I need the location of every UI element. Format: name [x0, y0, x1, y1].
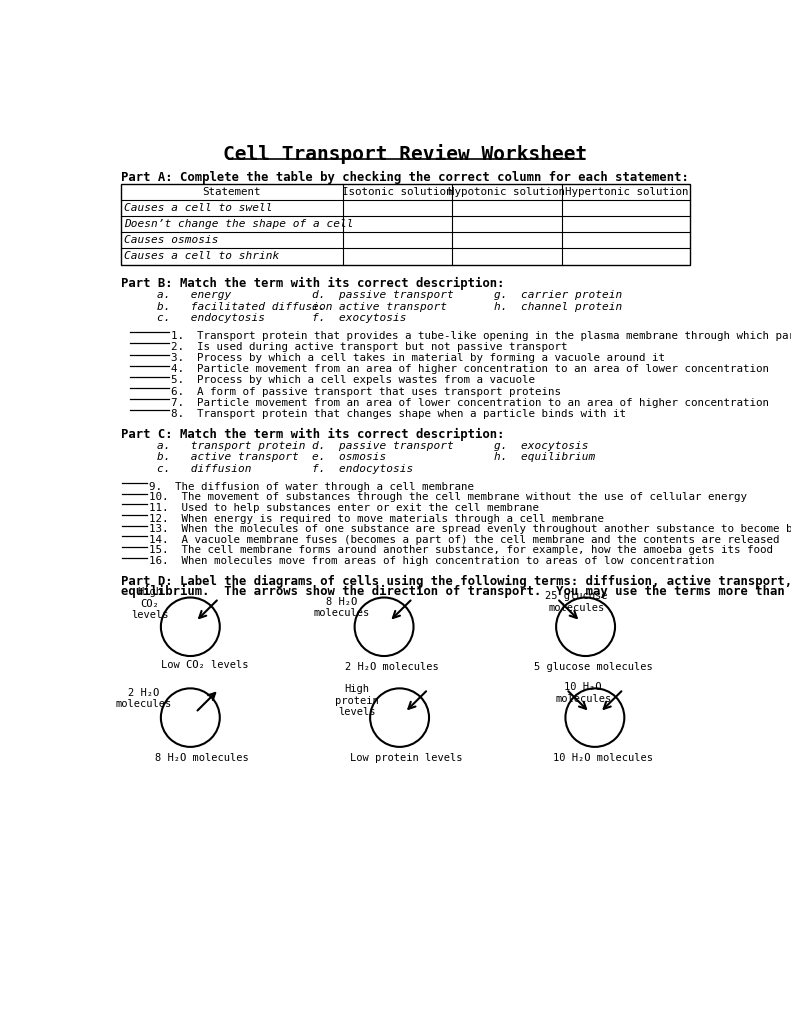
- Text: a.   transport protein: a. transport protein: [157, 441, 305, 451]
- Text: f.  exocytosis: f. exocytosis: [312, 313, 407, 323]
- Text: Part D: Label the diagrams of cells using the following terms: diffusion, active: Part D: Label the diagrams of cells usin…: [120, 574, 791, 588]
- Text: equilibrium.  The arrows show the direction of transport.  You may use the terms: equilibrium. The arrows show the directi…: [120, 585, 791, 598]
- Text: 9.  The diffusion of water through a cell membrane: 9. The diffusion of water through a cell…: [149, 481, 475, 492]
- Text: 3.  Process by which a cell takes in material by forming a vacuole around it: 3. Process by which a cell takes in mate…: [171, 353, 665, 364]
- Text: 7.  Particle movement from an area of lower concentration to an area of higher c: 7. Particle movement from an area of low…: [171, 397, 769, 408]
- Text: Low protein levels: Low protein levels: [350, 753, 462, 763]
- Text: Doesn’t change the shape of a cell: Doesn’t change the shape of a cell: [123, 219, 353, 229]
- Text: 2 H₂O molecules: 2 H₂O molecules: [345, 662, 439, 672]
- Text: d.  passive transport: d. passive transport: [312, 290, 454, 300]
- Text: Hypertonic solution: Hypertonic solution: [565, 186, 688, 197]
- Text: g.  carrier protein: g. carrier protein: [494, 290, 623, 300]
- Text: 11.  Used to help substances enter or exit the cell membrane: 11. Used to help substances enter or exi…: [149, 503, 539, 513]
- Text: 5.  Process by which a cell expels wastes from a vacuole: 5. Process by which a cell expels wastes…: [171, 376, 535, 385]
- Text: b.   active transport: b. active transport: [157, 453, 299, 463]
- Text: 15.  The cell membrane forms around another substance, for example, how the amoe: 15. The cell membrane forms around anoth…: [149, 546, 774, 555]
- Text: 8 H₂O
molecules: 8 H₂O molecules: [313, 597, 369, 618]
- Text: e.  active transport: e. active transport: [312, 301, 447, 311]
- Text: Isotonic solution: Isotonic solution: [342, 186, 452, 197]
- Text: 2.  Is used during active transport but not passive transport: 2. Is used during active transport but n…: [171, 342, 567, 352]
- Text: Hypotonic solution: Hypotonic solution: [448, 186, 566, 197]
- Text: b.   facilitated diffusion: b. facilitated diffusion: [157, 301, 332, 311]
- Text: 10 H₂O
molecules: 10 H₂O molecules: [555, 682, 611, 703]
- Text: c.   diffusion: c. diffusion: [157, 464, 252, 474]
- Text: Low CO₂ levels: Low CO₂ levels: [161, 660, 248, 671]
- Text: High
CO₂
levels: High CO₂ levels: [131, 587, 168, 621]
- Text: e.  osmosis: e. osmosis: [312, 453, 386, 463]
- Text: 10.  The movement of substances through the cell membrane without the use of cel: 10. The movement of substances through t…: [149, 493, 747, 503]
- Text: 8.  Transport protein that changes shape when a particle binds with it: 8. Transport protein that changes shape …: [171, 409, 626, 419]
- Text: 5 glucose molecules: 5 glucose molecules: [534, 662, 653, 672]
- Text: 2 H₂O
molecules: 2 H₂O molecules: [115, 687, 172, 710]
- Text: Part A: Complete the table by checking the correct column for each statement:: Part A: Complete the table by checking t…: [120, 171, 688, 183]
- Text: d.  passive transport: d. passive transport: [312, 441, 454, 451]
- Text: Causes a cell to swell: Causes a cell to swell: [123, 203, 272, 213]
- Text: h.  channel protein: h. channel protein: [494, 301, 623, 311]
- Text: 8 H₂O molecules: 8 H₂O molecules: [155, 753, 249, 763]
- Text: g.  exocytosis: g. exocytosis: [494, 441, 589, 451]
- Text: 4.  Particle movement from an area of higher concentration to an area of lower c: 4. Particle movement from an area of hig…: [171, 365, 769, 375]
- Text: c.   endocytosis: c. endocytosis: [157, 313, 265, 323]
- Bar: [120, 183, 691, 264]
- Text: Part B: Match the term with its correct description:: Part B: Match the term with its correct …: [120, 276, 504, 290]
- Text: High
protein
levels: High protein levels: [335, 684, 379, 717]
- Text: 6.  A form of passive transport that uses transport proteins: 6. A form of passive transport that uses…: [171, 387, 561, 396]
- Text: 13.  When the molecules of one substance are spread evenly throughout another su: 13. When the molecules of one substance …: [149, 524, 791, 535]
- Text: Cell Transport Review Worksheet: Cell Transport Review Worksheet: [223, 144, 588, 165]
- Text: Causes a cell to shrink: Causes a cell to shrink: [123, 252, 279, 261]
- Text: Statement: Statement: [202, 186, 261, 197]
- Text: f.  endocytosis: f. endocytosis: [312, 464, 413, 474]
- Text: Part C: Match the term with its correct description:: Part C: Match the term with its correct …: [120, 428, 504, 441]
- Text: 12.  When energy is required to move materials through a cell membrane: 12. When energy is required to move mate…: [149, 514, 604, 523]
- Text: 14.  A vacuole membrane fuses (becomes a part of) the cell membrane and the cont: 14. A vacuole membrane fuses (becomes a …: [149, 535, 780, 545]
- Text: Causes osmosis: Causes osmosis: [123, 236, 218, 246]
- Text: h.  equilibrium: h. equilibrium: [494, 453, 596, 463]
- Text: 16.  When molecules move from areas of high concentration to areas of low concen: 16. When molecules move from areas of hi…: [149, 556, 715, 566]
- Text: 10 H₂O molecules: 10 H₂O molecules: [553, 753, 653, 763]
- Text: 1.  Transport protein that provides a tube-like opening in the plasma membrane t: 1. Transport protein that provides a tub…: [171, 331, 791, 341]
- Text: a.   energy: a. energy: [157, 290, 231, 300]
- Text: 25 glucose
molecules: 25 glucose molecules: [545, 591, 607, 613]
